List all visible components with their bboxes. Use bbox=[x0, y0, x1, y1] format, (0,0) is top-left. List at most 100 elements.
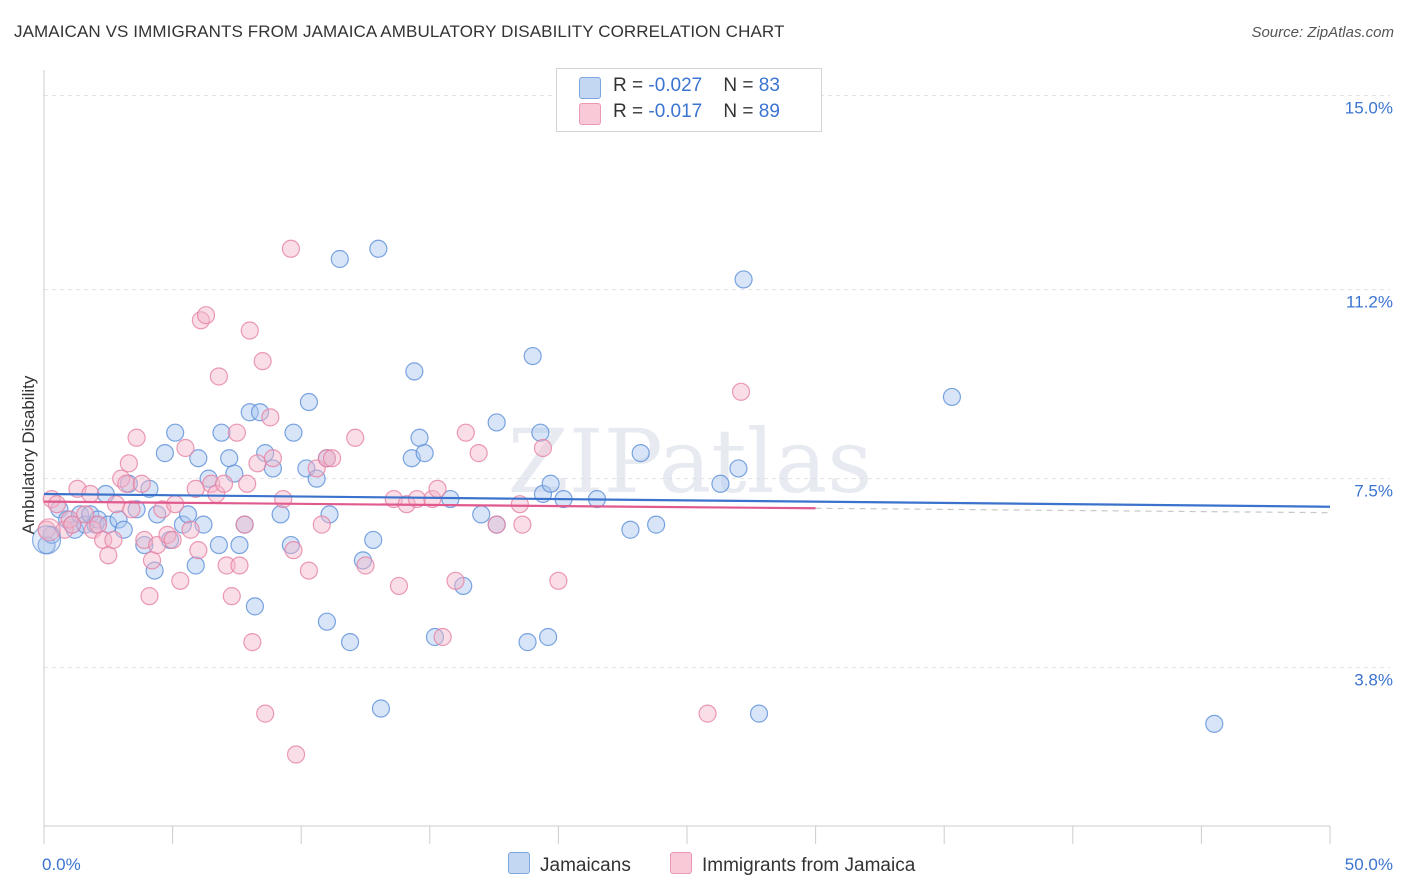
point-jamaicans bbox=[148, 505, 167, 524]
point-jamaicans bbox=[518, 633, 537, 652]
point-jamaicans bbox=[178, 505, 198, 524]
y-tick-label: 11.2% bbox=[1346, 293, 1393, 312]
point-jamaicans bbox=[189, 449, 208, 468]
x-tick-label: 50.0% bbox=[1345, 855, 1393, 874]
point-jamaicans bbox=[330, 249, 349, 269]
point-immigrants bbox=[446, 571, 465, 590]
point-jamaicans bbox=[127, 500, 146, 519]
point-jamaicans bbox=[353, 551, 373, 570]
point-immigrants bbox=[274, 489, 293, 509]
point-immigrants bbox=[533, 438, 553, 458]
point-immigrants bbox=[140, 587, 159, 606]
point-immigrants bbox=[235, 515, 254, 534]
legend-n-label: N = bbox=[723, 75, 759, 96]
point-jamaicans bbox=[729, 459, 748, 478]
point-immigrants bbox=[253, 352, 272, 371]
point-immigrants bbox=[166, 495, 185, 514]
stats-legend: R = -0.027 N = 83 R = -0.017 N = 89 bbox=[556, 68, 822, 132]
point-immigrants bbox=[487, 515, 506, 534]
legend-r-label: R = bbox=[613, 101, 649, 122]
point-jamaicans bbox=[220, 449, 239, 468]
point-immigrants bbox=[112, 469, 131, 488]
point-immigrants bbox=[202, 474, 221, 493]
trend-line-immigrants bbox=[43, 500, 816, 510]
point-immigrants bbox=[181, 520, 200, 539]
point-jamaicans bbox=[212, 423, 231, 442]
point-immigrants bbox=[286, 745, 306, 764]
bottom-legend-label: Jamaicans bbox=[540, 855, 631, 876]
trend-extension-immigrants bbox=[815, 507, 1331, 514]
point-immigrants bbox=[227, 423, 246, 442]
point-immigrants bbox=[256, 704, 275, 723]
point-jamaicans bbox=[371, 699, 391, 718]
point-jamaicans bbox=[415, 444, 434, 463]
point-immigrants bbox=[117, 474, 136, 493]
y-tick-label: 15.0% bbox=[1345, 99, 1393, 118]
point-jamaicans bbox=[245, 597, 265, 616]
point-immigrants bbox=[63, 515, 82, 534]
point-jamaicans bbox=[281, 535, 301, 555]
y-axis-label: Ambulatory Disability bbox=[19, 375, 38, 534]
point-jamaicans bbox=[621, 520, 640, 539]
legend-n-value: 89 bbox=[758, 101, 780, 122]
point-immigrants bbox=[433, 627, 452, 647]
point-immigrants bbox=[158, 525, 177, 544]
point-jamaicans bbox=[364, 530, 383, 550]
point-immigrants bbox=[312, 515, 331, 534]
point-jamaicans bbox=[109, 510, 128, 529]
point-jamaicans bbox=[284, 423, 303, 442]
source-label: Source: ZipAtlas.com bbox=[1251, 24, 1394, 41]
point-immigrants bbox=[356, 556, 375, 575]
point-immigrants bbox=[214, 474, 234, 493]
point-immigrants bbox=[428, 479, 447, 498]
point-immigrants bbox=[238, 474, 257, 493]
point-jamaicans bbox=[209, 535, 228, 555]
chart-title: JAMAICAN VS IMMIGRANTS FROM JAMAICA AMBU… bbox=[14, 22, 785, 41]
point-immigrants bbox=[142, 551, 162, 570]
point-jamaicans bbox=[369, 239, 388, 258]
y-tick-label: 7.5% bbox=[1354, 482, 1393, 501]
point-immigrants bbox=[127, 428, 146, 447]
point-jamaicans bbox=[250, 403, 270, 422]
point-jamaicans bbox=[425, 627, 445, 647]
point-jamaicans bbox=[405, 362, 424, 381]
point-immigrants bbox=[317, 449, 337, 468]
y-tick-label: 3.8% bbox=[1354, 671, 1393, 690]
point-jamaicans bbox=[1205, 714, 1224, 733]
point-immigrants bbox=[510, 495, 529, 514]
point-immigrants bbox=[243, 633, 262, 652]
legend-r-value: -0.017 bbox=[648, 101, 703, 122]
labels-layer: 3.8% 7.5% 11.2% 15.0% 0.0% 50.0% Ambulatory Di… bbox=[19, 99, 1393, 874]
point-immigrants bbox=[122, 500, 141, 519]
point-immigrants bbox=[217, 556, 236, 575]
point-jamaicans bbox=[749, 704, 769, 723]
point-jamaicans bbox=[70, 505, 90, 524]
point-immigrants bbox=[299, 561, 319, 580]
bottom-legend-jamaicans: Jamaicans bbox=[508, 852, 631, 877]
point-immigrants bbox=[407, 489, 427, 509]
point-immigrants bbox=[346, 428, 365, 447]
bottom-legend-swatch-pink bbox=[670, 852, 692, 874]
point-jamaicans bbox=[271, 505, 290, 524]
point-immigrants bbox=[248, 454, 267, 473]
point-jamaicans bbox=[340, 633, 360, 652]
point-immigrants bbox=[99, 546, 118, 565]
point-immigrants bbox=[104, 530, 123, 550]
x-tick-label: 0.0% bbox=[42, 855, 81, 874]
point-jamaicans bbox=[942, 387, 962, 407]
bottom-legend-immigrants: Immigrants from Jamaica bbox=[670, 852, 915, 877]
point-jamaicans bbox=[472, 505, 491, 524]
point-immigrants bbox=[47, 495, 66, 514]
point-immigrants bbox=[240, 321, 259, 340]
points-layer bbox=[31, 239, 1224, 764]
legend-n-value: 83 bbox=[758, 75, 780, 96]
legend-r-value: -0.027 bbox=[648, 75, 703, 96]
point-jamaicans bbox=[320, 505, 339, 524]
trend-layer bbox=[43, 492, 1331, 514]
point-immigrants bbox=[261, 408, 280, 427]
point-jamaicans bbox=[541, 474, 560, 493]
point-jamaicans bbox=[230, 535, 249, 555]
trend-line-jamaicans bbox=[43, 492, 1331, 508]
point-jamaicans bbox=[317, 612, 337, 631]
